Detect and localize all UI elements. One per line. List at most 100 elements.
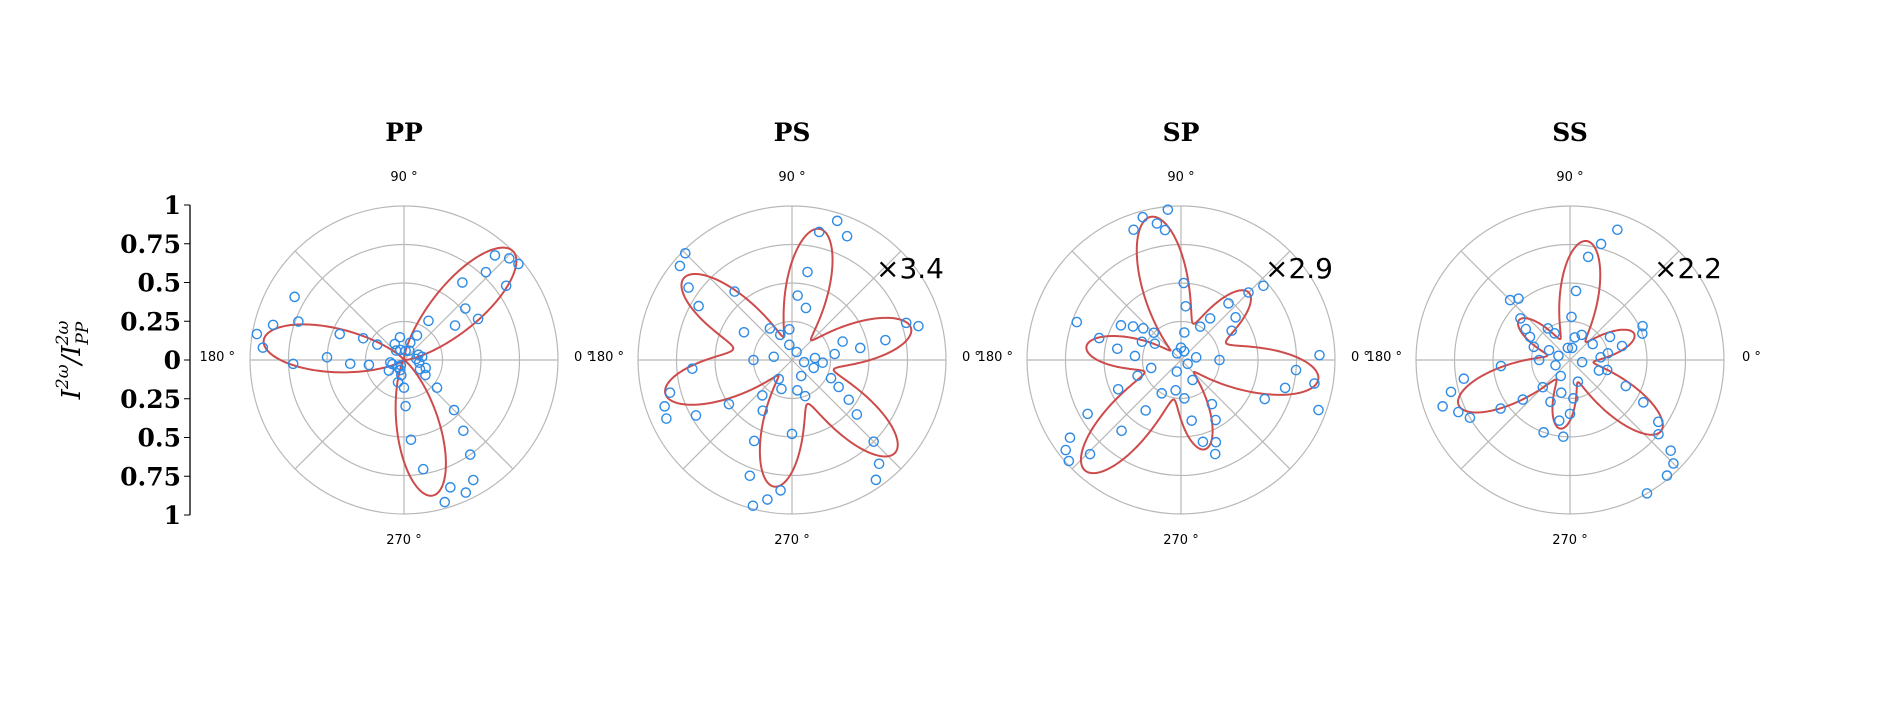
data-point <box>383 365 395 376</box>
data-point <box>1550 359 1561 371</box>
data-point <box>1243 287 1254 298</box>
angle-label-180: 180 ° <box>589 350 624 365</box>
polar-grid <box>1026 205 1336 515</box>
data-point <box>1171 366 1183 377</box>
data-point <box>762 494 773 505</box>
data-point <box>1587 338 1599 350</box>
data-point <box>357 333 369 344</box>
data-point <box>809 352 821 364</box>
data-point <box>1112 343 1123 355</box>
fit-curve-path <box>262 246 518 497</box>
data-point <box>416 351 428 363</box>
angular-gridline <box>1180 250 1291 361</box>
data-point <box>661 413 672 424</box>
data-point <box>690 410 702 421</box>
data-point <box>1495 360 1507 372</box>
data-point <box>1210 436 1222 448</box>
data-point <box>913 320 924 332</box>
data-point <box>1259 393 1271 405</box>
data-point <box>729 286 740 297</box>
data-point <box>1194 321 1206 332</box>
data-point <box>458 425 469 437</box>
data-points <box>659 215 924 512</box>
data-point <box>831 215 843 227</box>
data-point <box>1538 427 1549 438</box>
data-point <box>1570 285 1582 297</box>
data-point <box>1084 448 1096 460</box>
data-point <box>1093 332 1105 344</box>
data-point <box>1464 412 1476 424</box>
data-point <box>693 300 704 312</box>
data-point <box>757 390 768 401</box>
data-point <box>723 398 735 410</box>
data-point <box>802 266 813 278</box>
data-point <box>372 339 383 350</box>
data-point <box>1595 238 1607 250</box>
data-point <box>1595 352 1606 363</box>
data-point <box>659 401 670 412</box>
data-point <box>1504 294 1516 306</box>
data-point <box>1515 313 1526 324</box>
data-point <box>1661 470 1673 481</box>
data-point <box>1064 432 1076 444</box>
data-point <box>1170 385 1181 396</box>
angle-label-0: 0 ° <box>574 350 593 365</box>
fit-curve-path <box>664 227 913 488</box>
data-point <box>683 282 694 293</box>
data-point <box>414 363 426 375</box>
data-point <box>1555 370 1567 382</box>
angle-label-0: 0 ° <box>1742 350 1761 365</box>
data-point <box>837 336 848 347</box>
angular-gridline <box>1180 359 1291 470</box>
data-point <box>674 260 686 272</box>
data-point <box>448 404 460 416</box>
data-point <box>398 382 410 394</box>
angle-label-270: 270 ° <box>1163 533 1198 548</box>
data-point <box>1653 428 1664 440</box>
data-point <box>1572 376 1584 388</box>
data-point <box>1537 381 1549 393</box>
data-point <box>1566 342 1578 354</box>
data-point <box>900 317 912 329</box>
data-point <box>808 362 820 374</box>
data-point <box>799 390 811 402</box>
data-point <box>489 250 501 261</box>
data-points <box>251 250 524 508</box>
data-point <box>1576 356 1588 368</box>
angle-label-180: 180 ° <box>1367 350 1402 365</box>
angle-label-270: 270 ° <box>1552 533 1587 548</box>
data-point <box>748 435 760 447</box>
data-point <box>1637 328 1648 339</box>
data-point <box>1209 448 1221 460</box>
data-point <box>1653 416 1664 428</box>
angle-label-90: 90 ° <box>1167 170 1194 185</box>
data-point <box>873 458 885 470</box>
data-point <box>825 372 837 384</box>
data-point <box>420 362 432 374</box>
data-point <box>405 434 417 446</box>
data-point <box>1290 364 1302 376</box>
data-point <box>344 358 356 370</box>
data-point <box>1458 373 1470 385</box>
y-tick-label: 1 <box>164 191 181 220</box>
data-point <box>1545 396 1556 408</box>
y-tick-label: 0.25 <box>120 385 181 414</box>
data-point <box>1140 405 1151 416</box>
data-point <box>833 381 844 393</box>
angle-label-270: 270 ° <box>386 533 421 548</box>
data-point <box>1517 394 1529 405</box>
data-point <box>1309 378 1320 389</box>
data-point <box>1641 488 1653 499</box>
data-point <box>775 485 786 496</box>
data-point <box>1513 293 1524 304</box>
y-tick-label: 0.25 <box>120 307 181 336</box>
fit-curve-path <box>1079 215 1320 475</box>
data-point <box>774 329 786 341</box>
data-point <box>287 358 299 370</box>
data-point <box>1210 414 1221 426</box>
data-point <box>1568 393 1579 404</box>
data-point <box>1638 397 1649 408</box>
data-point <box>800 302 812 314</box>
data-point <box>405 337 416 348</box>
data-point <box>1576 329 1588 341</box>
